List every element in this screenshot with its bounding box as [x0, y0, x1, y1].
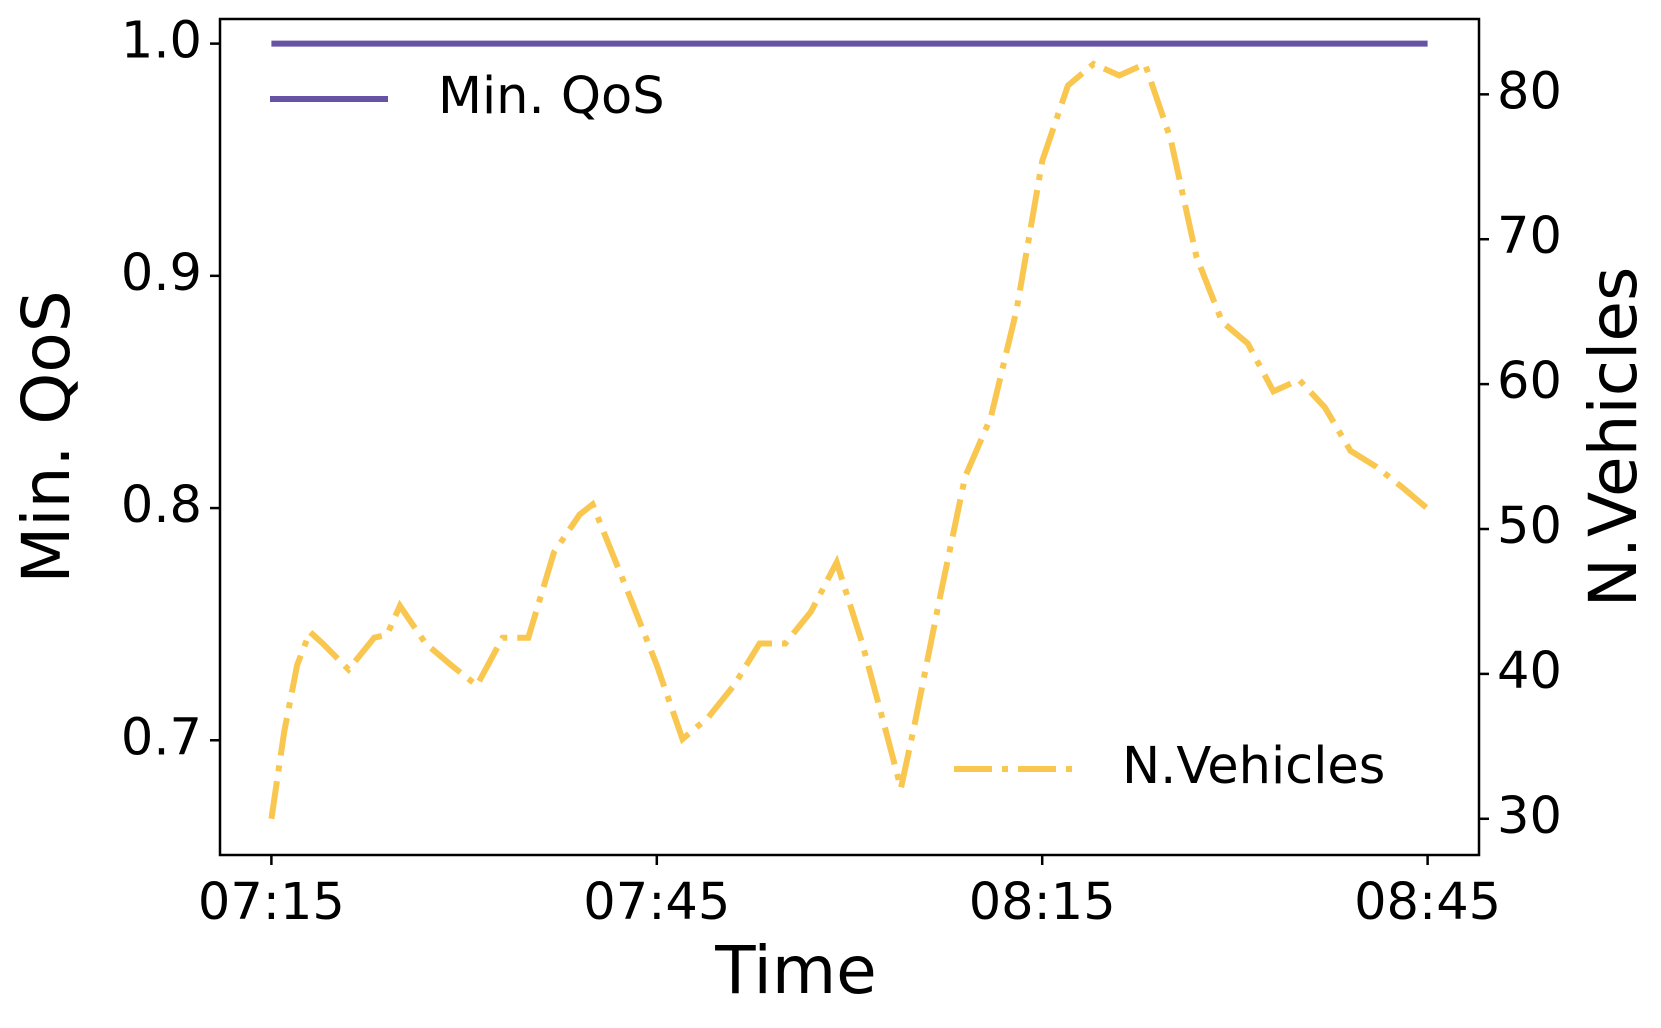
series-line [268, 59, 1430, 820]
y-tick-label: 0.9 [121, 244, 202, 303]
y2-tick-label: 30 [1497, 787, 1562, 846]
y-tick-label: 0.7 [121, 708, 202, 767]
x-tick-label: 08:45 [1354, 873, 1501, 932]
legend-label: N.Vehicles [1122, 737, 1385, 796]
y-tick-label: 1.0 [121, 12, 202, 71]
legend-label: Min. QoS [438, 67, 665, 126]
x-axis-label: Time [714, 932, 877, 1009]
y-axis-label: Min. QoS [8, 290, 85, 583]
y2-tick-label: 40 [1497, 642, 1562, 701]
x-tick-label: 07:45 [583, 873, 730, 932]
y2-axis-label: N.Vehicles [1575, 267, 1652, 608]
x-tick-label: 07:15 [198, 873, 345, 932]
y2-tick-label: 70 [1497, 207, 1562, 266]
x-tick-label: 08:15 [969, 873, 1116, 932]
y2-tick-label: 50 [1497, 497, 1562, 556]
y2-tick-label: 80 [1497, 62, 1562, 121]
plot-frame [218, 17, 1481, 857]
y-tick-label: 0.8 [121, 476, 202, 535]
y2-tick-label: 60 [1497, 352, 1562, 411]
